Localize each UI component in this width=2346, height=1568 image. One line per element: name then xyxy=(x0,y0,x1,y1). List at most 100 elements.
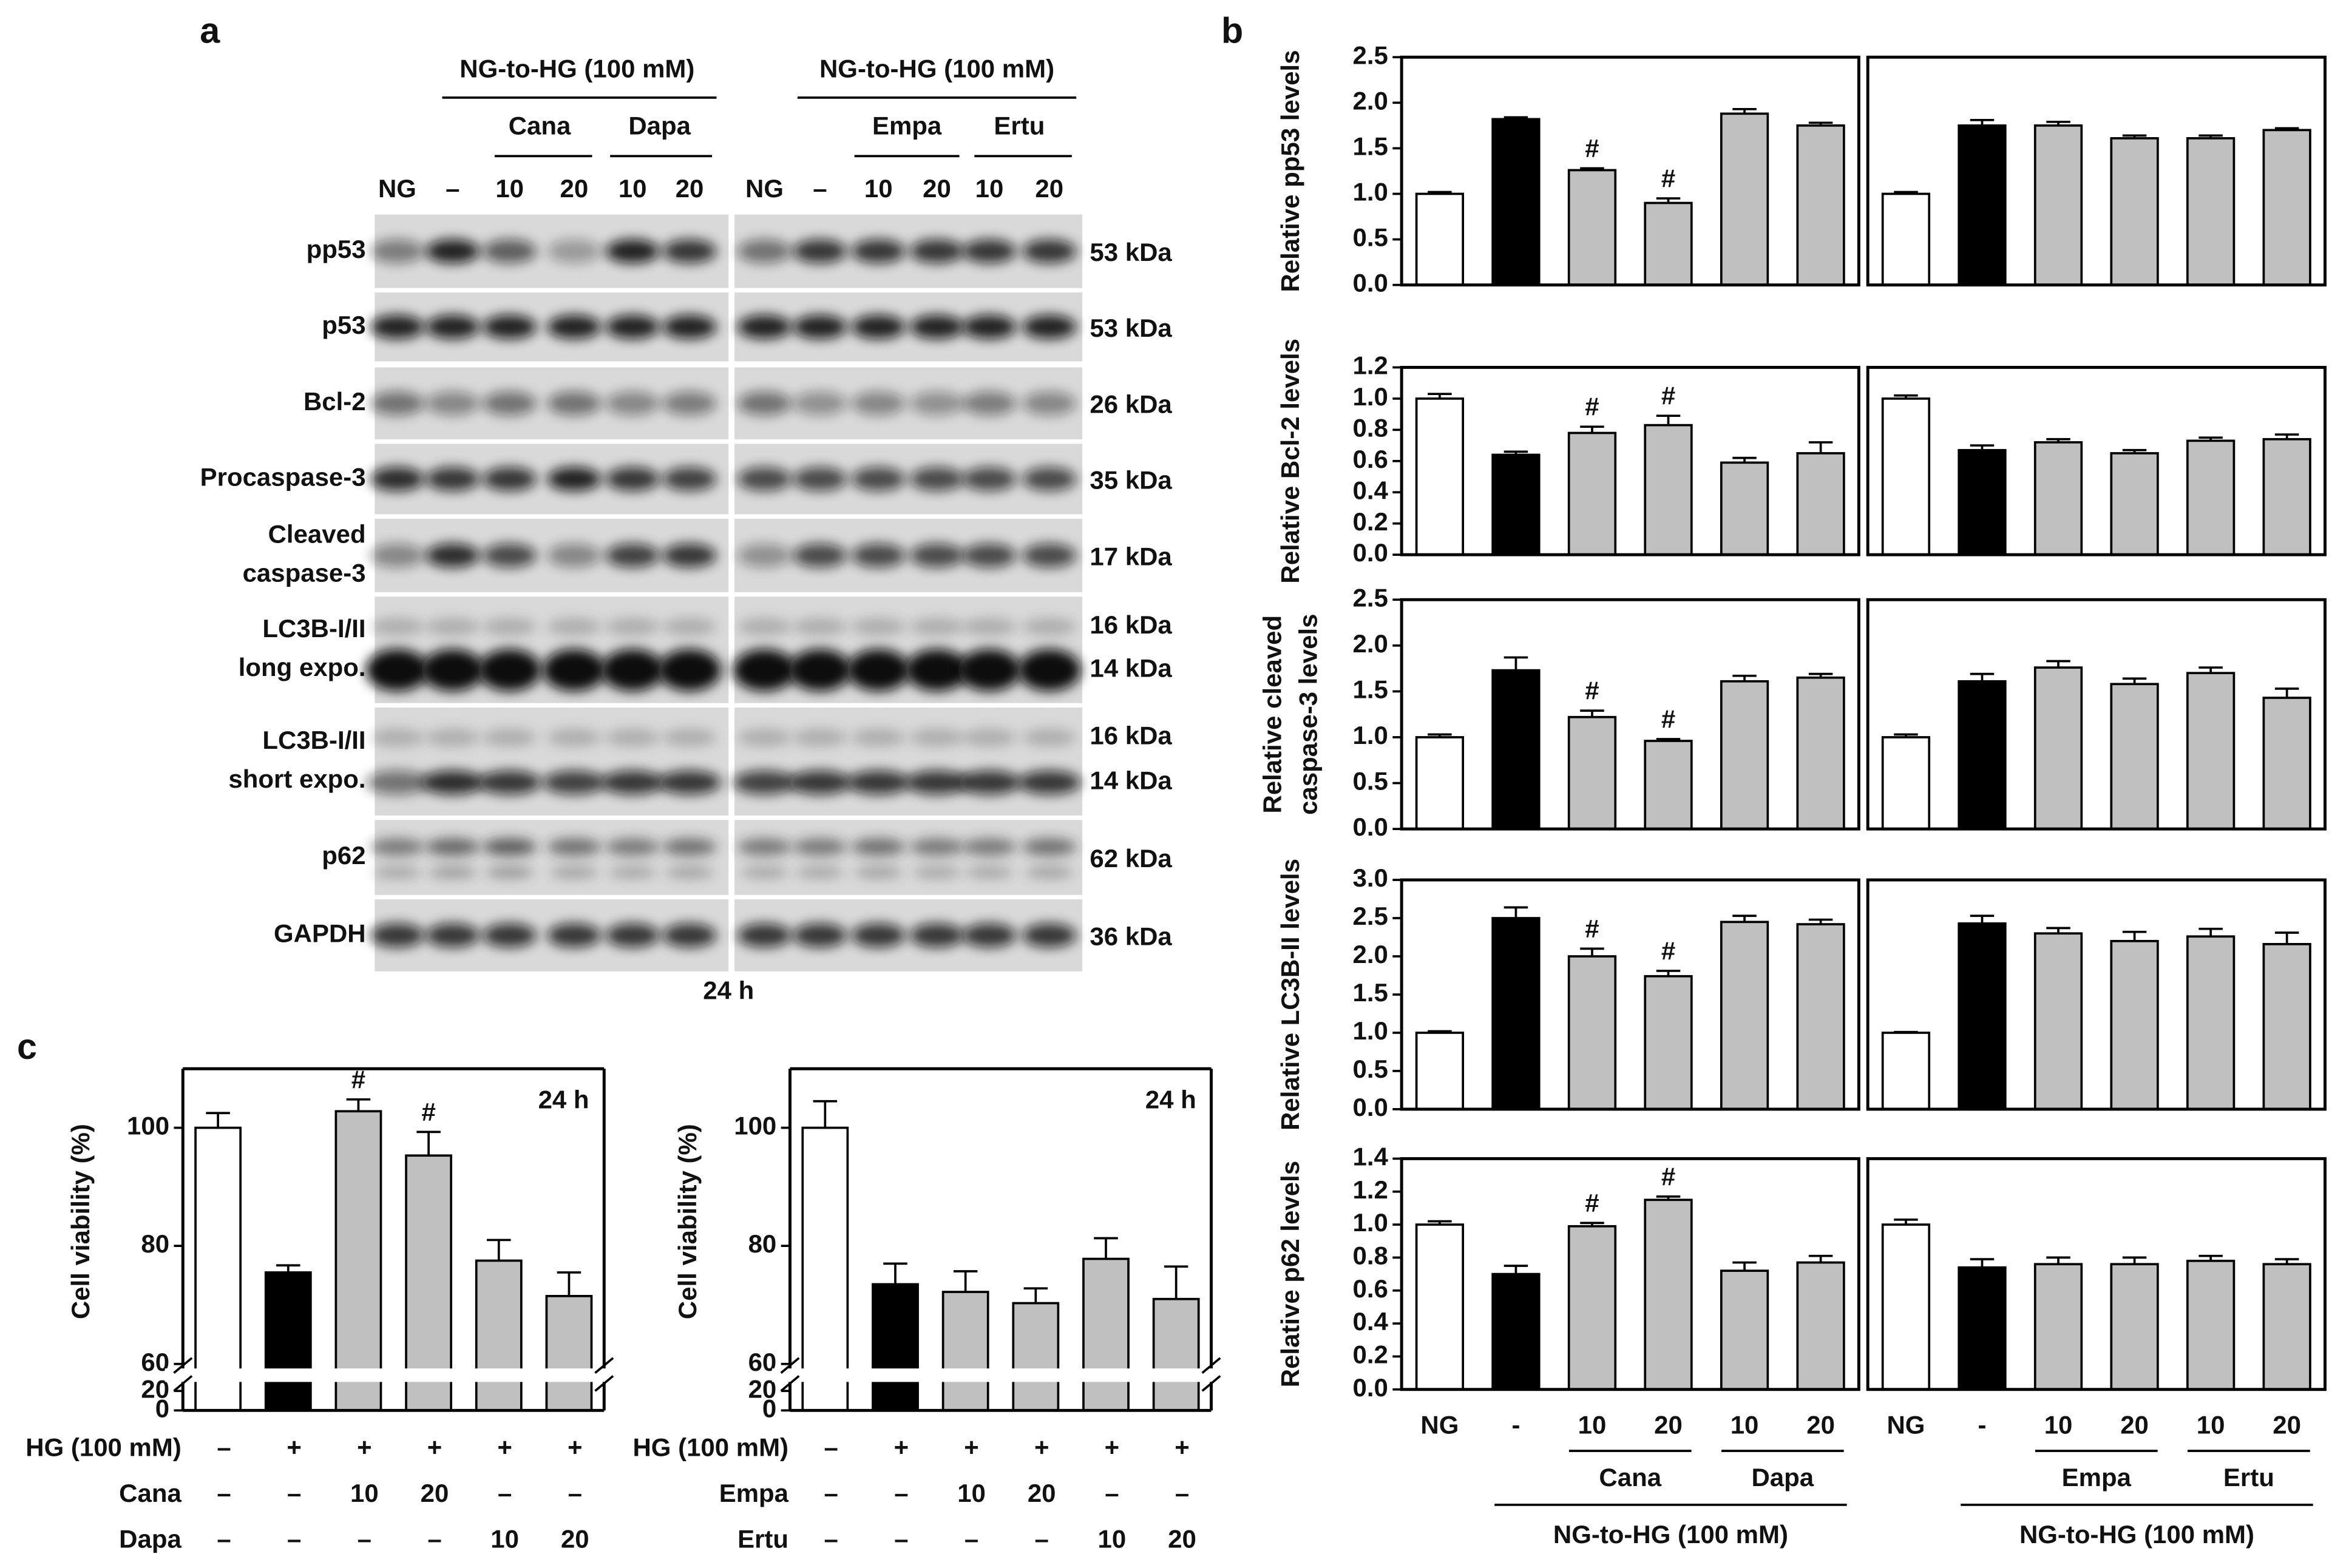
blot-band xyxy=(1017,770,1081,795)
significance-mark: # xyxy=(351,1065,365,1093)
bar xyxy=(1720,461,1769,556)
blot-band xyxy=(910,391,964,416)
y-tick-label: 0.6 xyxy=(1353,445,1388,473)
blot-band xyxy=(662,728,717,747)
row-label: GAPDH xyxy=(274,919,366,948)
y-tick-label: 100 xyxy=(734,1112,776,1140)
y-tick-label: 0.0 xyxy=(1353,813,1388,841)
condition-value: 10 xyxy=(350,1479,379,1507)
plot-frame xyxy=(1400,365,1860,556)
blot-group: Cana xyxy=(509,111,571,140)
blot-band xyxy=(733,770,796,795)
blot-band xyxy=(851,837,906,856)
blot-band xyxy=(851,239,906,263)
bar xyxy=(1958,124,2007,286)
bar xyxy=(801,1126,849,1412)
bar xyxy=(2110,939,2159,1110)
y-axis-label: Relative p62 levels xyxy=(1276,1161,1304,1387)
blot-band xyxy=(425,239,480,263)
blot-group: Ertu xyxy=(994,111,1045,140)
row-label: LC3B-I/II xyxy=(262,726,365,754)
condition-value: + xyxy=(1105,1433,1120,1462)
y-axis-label: caspase-3 levels xyxy=(1294,613,1323,814)
condition-value: + xyxy=(894,1433,909,1462)
size-label: 14 kDa xyxy=(1090,654,1172,682)
plot-frame xyxy=(1866,1157,2327,1391)
bar xyxy=(2033,666,2083,830)
bar xyxy=(1491,1272,1541,1391)
y-tick-label: 1.0 xyxy=(1353,178,1388,206)
condition-value: 10 xyxy=(490,1524,519,1553)
condition-value: – xyxy=(1035,1524,1049,1553)
bar xyxy=(2110,137,2159,286)
y-tick-label: 2.0 xyxy=(1353,940,1388,968)
plot-frame xyxy=(1400,1157,1860,1391)
x-tick-label: 10 xyxy=(1578,1411,1607,1439)
blot-band xyxy=(958,649,1021,691)
panel-label: b xyxy=(1221,10,1243,50)
blot-band xyxy=(737,617,792,636)
bar xyxy=(545,1295,593,1412)
x-tick-label: NG xyxy=(1420,1411,1459,1439)
blot-band xyxy=(962,923,1017,948)
y-tick-label: 2.5 xyxy=(1353,583,1388,612)
blot-band xyxy=(1017,649,1081,691)
blot-band xyxy=(851,617,906,636)
bar xyxy=(1415,1223,1465,1391)
blot-band xyxy=(962,315,1017,339)
blot-band xyxy=(910,923,964,948)
row-label: Cleaved xyxy=(268,519,366,548)
y-tick-label: 0.2 xyxy=(1353,1340,1388,1368)
blot-band xyxy=(737,391,792,416)
blot-band xyxy=(425,543,480,568)
condition-value: – xyxy=(217,1524,231,1553)
bar xyxy=(1644,424,1693,556)
blot-band xyxy=(370,239,424,263)
condition-name: Cana xyxy=(119,1479,181,1507)
plot-frame xyxy=(1866,598,2327,831)
blot-band xyxy=(605,837,660,856)
x-tick-label: 20 xyxy=(1654,1411,1683,1439)
bar xyxy=(1796,1261,1845,1391)
blot-band xyxy=(737,543,792,568)
y-tick-label: 100 xyxy=(127,1112,169,1140)
blot-band xyxy=(605,391,660,416)
blot-band xyxy=(483,467,537,492)
condition-value: – xyxy=(1175,1479,1189,1507)
panel-label: a xyxy=(200,10,220,50)
blot-band xyxy=(851,923,906,948)
blot-band xyxy=(1022,543,1077,568)
blot-band xyxy=(910,543,964,568)
blot-band xyxy=(373,866,421,879)
plot-frame xyxy=(1400,878,1860,1111)
lane-label: 10 xyxy=(975,174,1004,203)
blot-band xyxy=(962,391,1017,416)
bar xyxy=(1720,112,1769,286)
y-tick-label: 0.8 xyxy=(1353,1242,1388,1270)
group-title: NG-to-HG (100 mM) xyxy=(2019,1520,2254,1549)
blot-band xyxy=(547,617,602,636)
blot-band xyxy=(483,837,537,856)
lane-label: – xyxy=(446,174,459,203)
group-title: NG-to-HG (100 mM) xyxy=(1553,1520,1788,1549)
condition-value: – xyxy=(894,1524,908,1553)
condition-value: 20 xyxy=(1028,1479,1056,1507)
blot-band xyxy=(370,543,424,568)
bar xyxy=(2262,697,2311,830)
blot-band xyxy=(737,315,792,339)
size-label: 62 kDa xyxy=(1090,844,1172,873)
blot-band xyxy=(905,649,969,691)
significance-mark: # xyxy=(1585,914,1599,943)
blot-band xyxy=(965,866,1014,879)
bar xyxy=(2186,439,2236,556)
group-label: Ertu xyxy=(2223,1463,2274,1492)
y-tick-label: 2.5 xyxy=(1353,902,1388,930)
row-label: Procaspase-3 xyxy=(200,463,366,492)
y-axis-label: Cell viability (%) xyxy=(673,1124,702,1319)
condition-value: – xyxy=(965,1524,978,1553)
blot-band xyxy=(737,923,792,948)
bar xyxy=(475,1259,523,1412)
x-tick-label: 20 xyxy=(2120,1411,2149,1439)
bar xyxy=(2033,441,2083,556)
x-tick-label: - xyxy=(1511,1411,1520,1439)
